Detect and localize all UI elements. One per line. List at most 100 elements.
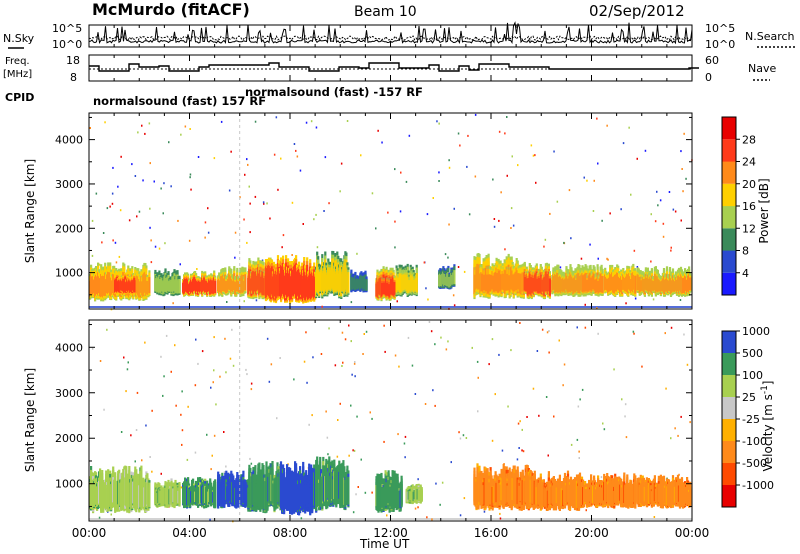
scatter-point <box>134 175 137 177</box>
scatter-point <box>151 470 153 473</box>
scatter-point <box>435 482 437 485</box>
scatter-point <box>196 268 198 270</box>
scatter-point <box>245 368 247 371</box>
scatter-point <box>600 476 603 479</box>
scatter-point <box>644 149 647 152</box>
scatter-point <box>149 207 151 210</box>
scatter-point <box>210 468 212 471</box>
scatter-point <box>659 199 662 202</box>
scatter-point <box>350 340 352 343</box>
scatter-point <box>670 249 672 252</box>
scatter-point <box>471 346 473 349</box>
scatter-point <box>175 404 177 407</box>
scatter-point <box>266 337 269 340</box>
scatter-point <box>394 168 396 171</box>
scatter-point <box>670 326 673 329</box>
scatter-point <box>135 429 138 431</box>
scatter-point <box>632 330 635 333</box>
scatter-point <box>538 414 540 417</box>
scatter-point <box>462 434 465 437</box>
station-title: McMurdo (fitACF) <box>92 0 250 19</box>
scatter-point <box>568 189 571 192</box>
scatter-point <box>633 249 636 252</box>
scatter-point <box>209 518 211 521</box>
scatter-streak <box>634 275 637 294</box>
scatter-point <box>282 234 285 237</box>
scatter-point <box>483 510 486 513</box>
scatter-point <box>474 113 477 116</box>
scatter-point <box>117 185 119 188</box>
scatter-point <box>685 177 687 180</box>
scatter-point <box>549 212 551 215</box>
scatter-point <box>190 188 192 191</box>
scatter-point <box>261 259 264 262</box>
scatter-point <box>519 322 521 324</box>
scatter-point <box>311 414 313 417</box>
scatter-point <box>457 132 460 135</box>
scatter-point <box>677 434 679 437</box>
scatter-point <box>521 449 523 452</box>
scatter-point <box>327 453 329 456</box>
scatter-point <box>320 353 323 355</box>
scatter-point <box>215 403 217 406</box>
scatter-point <box>144 132 146 135</box>
scatter-point <box>447 256 449 259</box>
scatter-point <box>500 191 502 194</box>
scatter-point <box>303 360 306 363</box>
scatter-point <box>123 356 125 359</box>
scatter-point <box>181 443 183 446</box>
scatter-point <box>578 457 580 459</box>
scatter-point <box>405 180 408 183</box>
scatter-point <box>276 417 278 420</box>
scatter-point <box>543 245 545 248</box>
scatter-point <box>504 132 506 135</box>
scatter-point <box>246 373 248 376</box>
scatter-point <box>348 454 350 457</box>
velocity-ylabel: Slant Range [km] <box>23 368 37 472</box>
scatter-streak <box>689 277 692 291</box>
scatter-point <box>570 237 572 240</box>
scatter-point <box>426 516 428 519</box>
scatter-point <box>255 299 258 302</box>
scatter-point <box>103 408 105 411</box>
scatter-point <box>150 239 152 242</box>
scatter-point <box>603 428 606 431</box>
scatter-point <box>360 458 362 461</box>
scatter-streak <box>133 279 136 292</box>
scatter-point <box>408 134 411 137</box>
scatter-streak <box>178 280 181 293</box>
scatter-point <box>204 236 206 239</box>
scatter-point <box>195 338 197 341</box>
velocity-data-layer <box>89 320 692 523</box>
scatter-point <box>228 189 231 192</box>
scatter-point <box>295 149 297 152</box>
scatter-point <box>499 517 502 520</box>
scatter-point <box>141 124 143 127</box>
scatter-point <box>532 387 535 390</box>
scatter-point <box>518 447 520 449</box>
scatter-point <box>597 332 599 335</box>
scatter-point <box>213 336 215 339</box>
scatter-point <box>269 217 271 220</box>
scatter-point <box>544 238 547 241</box>
scatter-point <box>351 373 353 376</box>
scatter-point <box>187 405 189 408</box>
scatter-point <box>680 415 682 418</box>
scatter-point <box>620 208 622 211</box>
scatter-point <box>243 300 245 303</box>
scatter-point <box>315 213 317 216</box>
scatter-point <box>321 305 323 308</box>
scatter-point <box>680 219 682 222</box>
beam-title: Beam 10 <box>354 4 417 20</box>
scatter-point <box>423 261 426 264</box>
scatter-point <box>99 360 102 362</box>
scatter-point <box>328 202 330 205</box>
scatter-point <box>396 300 398 303</box>
scatter-point <box>674 210 677 213</box>
scatter-point <box>622 142 625 145</box>
scatter-point <box>512 224 515 227</box>
scatter-point <box>428 321 431 323</box>
time-axis-ticks: 00:00 04:00 08:00 12:00 16:00 20:00 00:00 <box>72 25 709 540</box>
scatter-point <box>476 360 479 363</box>
scatter-point <box>387 211 389 214</box>
